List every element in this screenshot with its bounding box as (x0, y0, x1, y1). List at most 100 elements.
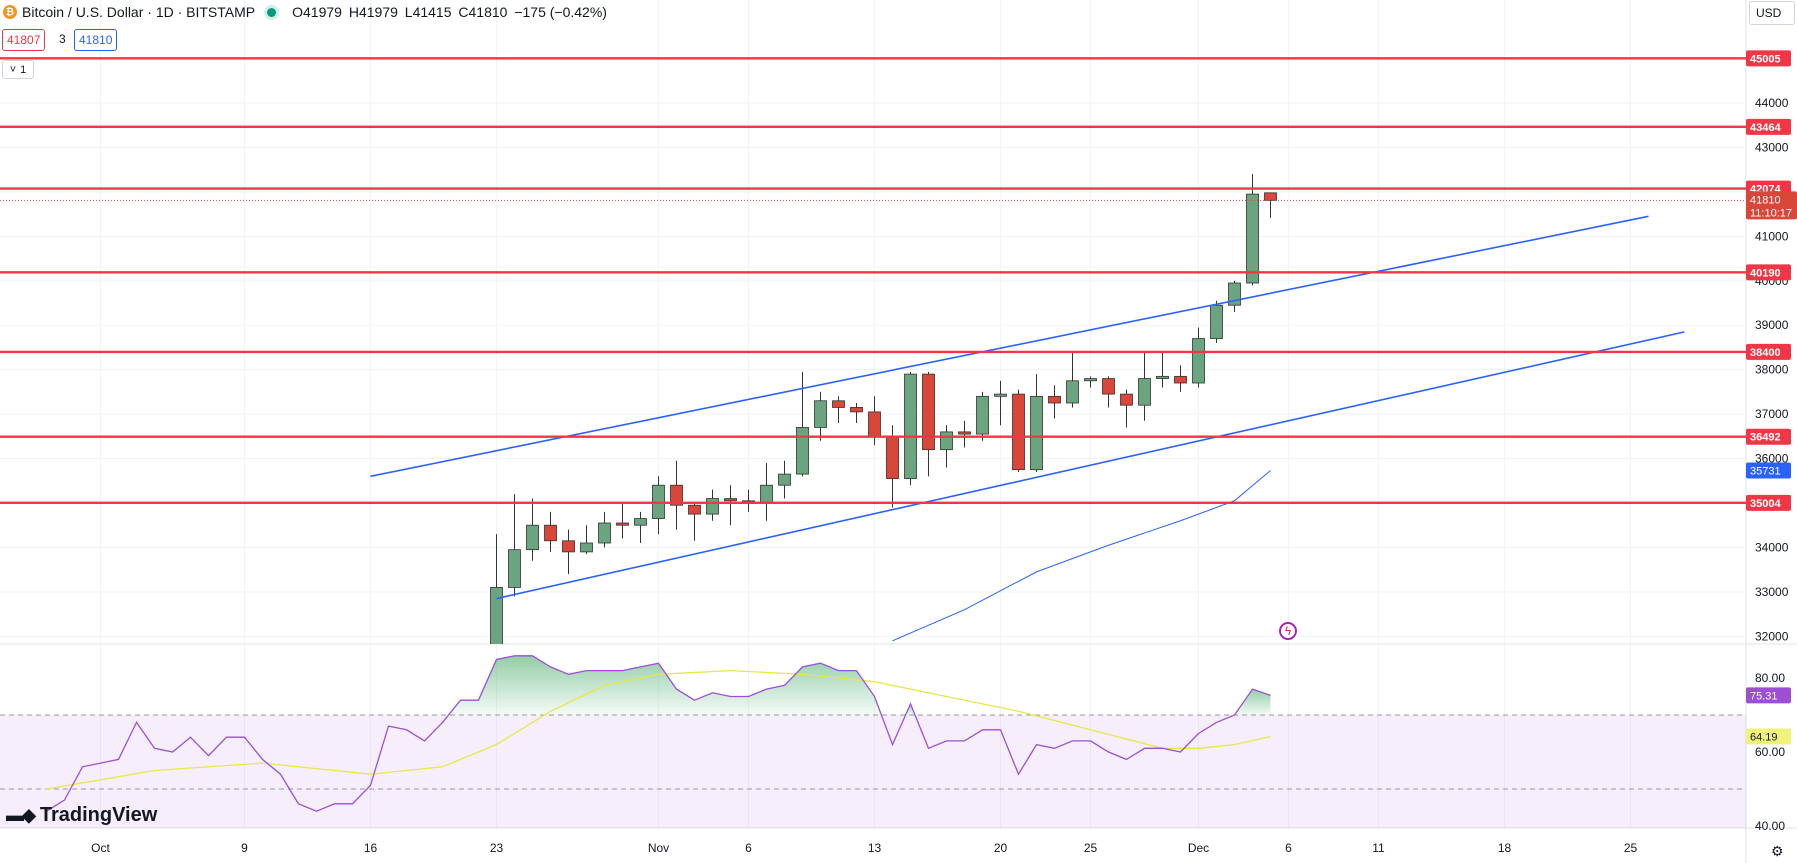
candle-body (634, 518, 647, 526)
candle-body (886, 435, 899, 479)
gear-icon[interactable]: ⚙ (1771, 843, 1784, 859)
last-price-tag (1746, 191, 1797, 220)
moving-average-line (892, 470, 1271, 642)
level-price-label: 45005 (1750, 53, 1781, 65)
candle-body (778, 473, 791, 486)
level-price-label: 43464 (1750, 122, 1781, 134)
candle-body (616, 522, 629, 526)
rsi-line (46, 655, 1271, 812)
candle-body (832, 400, 845, 408)
y-tick-label: 32000 (1755, 629, 1789, 643)
collapse-indicators-button[interactable]: ˅ 1 (2, 60, 34, 79)
lightning-event-icon[interactable]: ϟ (1279, 622, 1297, 640)
candle-body (922, 373, 935, 451)
candle-body (526, 524, 539, 551)
symbol-title[interactable]: Bitcoin / U.S. Dollar · 1D · BITSTAMP (22, 4, 256, 20)
candle-body (562, 540, 575, 553)
candle-body (1030, 395, 1043, 471)
currency-label: USD (1756, 6, 1782, 20)
y-tick-label: 38000 (1755, 363, 1789, 377)
candle-body (1210, 304, 1223, 339)
rsi-tick-label: 80.00 (1755, 671, 1785, 685)
candle-body (958, 431, 971, 435)
low-value: L41415 (404, 4, 452, 20)
y-tick-label: 39000 (1755, 318, 1789, 332)
x-tick-label: Dec (1188, 841, 1209, 855)
candle-body (976, 395, 989, 435)
ma-price-label: 35731 (1750, 466, 1781, 478)
rsi-tick-label: 40.00 (1755, 819, 1785, 833)
x-tick-label: 16 (364, 841, 378, 855)
x-tick-label: 6 (1285, 841, 1292, 855)
x-tick-label: 25 (1084, 841, 1098, 855)
candle-body (724, 498, 737, 502)
candle-body (1120, 393, 1133, 406)
x-tick-label: Nov (648, 841, 669, 855)
candle-body (670, 484, 683, 506)
ma-price-tag (1746, 462, 1791, 479)
candle-body (1156, 375, 1169, 379)
candle-body (940, 431, 953, 451)
currency-select[interactable]: USD (1749, 1, 1795, 25)
x-tick-label: 18 (1498, 841, 1512, 855)
level-price-tag (1746, 118, 1791, 135)
trend-channel-line (496, 331, 1685, 600)
rsi-overbought-fill (448, 655, 882, 715)
candle-body (1084, 378, 1097, 382)
level-price-label: 40190 (1750, 267, 1781, 279)
last-price-label: 41810 (1750, 194, 1781, 206)
candle-body (1264, 192, 1277, 201)
candle-body (1246, 193, 1259, 284)
level-price-label: 38400 (1750, 347, 1781, 359)
open-value: O41979 (292, 4, 342, 20)
candle-body (1138, 378, 1151, 406)
candle-body (796, 427, 809, 475)
candle-body (1192, 338, 1205, 384)
y-tick-label: 43000 (1755, 140, 1789, 154)
chevron-down-icon: ˅ (9, 63, 17, 76)
y-tick-label: 37000 (1755, 407, 1789, 421)
change-value: −175 (−0.42%) (514, 4, 607, 20)
candle-body (1174, 375, 1187, 384)
candle-body (1102, 378, 1115, 395)
candle-body (508, 549, 521, 588)
symbol-header: ₿ Bitcoin / U.S. Dollar · 1D · BITSTAMP … (0, 0, 610, 24)
countdown-label: 11:10:17 (1750, 207, 1792, 219)
tradingview-logo[interactable]: ▬◆ TradingView (6, 804, 157, 827)
x-tick-label: Oct (91, 841, 110, 855)
rsi-band-background (0, 715, 1746, 828)
candle-body (814, 400, 827, 428)
candle-body (490, 587, 503, 644)
rsi-overbought-fill (905, 703, 915, 715)
trend-channel-line (370, 215, 1649, 478)
rsi-tick-label: 60.00 (1755, 745, 1785, 759)
candle-body (580, 542, 593, 553)
candle-body (904, 373, 917, 479)
level-price-tag (1746, 264, 1791, 281)
candle-body (994, 393, 1007, 397)
candle-body (706, 498, 719, 515)
candle-body (850, 407, 863, 413)
sell-button[interactable]: 41807 (2, 29, 46, 51)
rsi-value-label: 75.31 (1750, 690, 1778, 702)
candle-body (688, 504, 701, 515)
x-tick-label: 6 (745, 841, 752, 855)
tradingview-logo-icon: ▬◆ (6, 805, 36, 825)
rsi-overbought-fill (1234, 689, 1271, 715)
y-tick-label: 33000 (1755, 585, 1789, 599)
bitcoin-icon: ₿ (3, 5, 17, 19)
candle-body (760, 484, 773, 504)
collapse-count: 1 (20, 63, 27, 76)
candle-body (1066, 380, 1079, 404)
x-tick-label: 25 (1624, 841, 1638, 855)
level-price-tag (1746, 343, 1791, 360)
close-value: C41810 (458, 4, 508, 20)
level-price-label: 35004 (1750, 498, 1781, 510)
candle-body (1012, 393, 1025, 471)
x-tick-label: 11 (1372, 841, 1385, 855)
x-tick-label: 20 (994, 841, 1008, 855)
y-tick-label: 41000 (1755, 229, 1789, 243)
ohlc-values: O41979 H41979 L41415 C41810 −175 (−0.42%… (292, 4, 610, 20)
buy-button[interactable]: 41810 (74, 29, 118, 51)
